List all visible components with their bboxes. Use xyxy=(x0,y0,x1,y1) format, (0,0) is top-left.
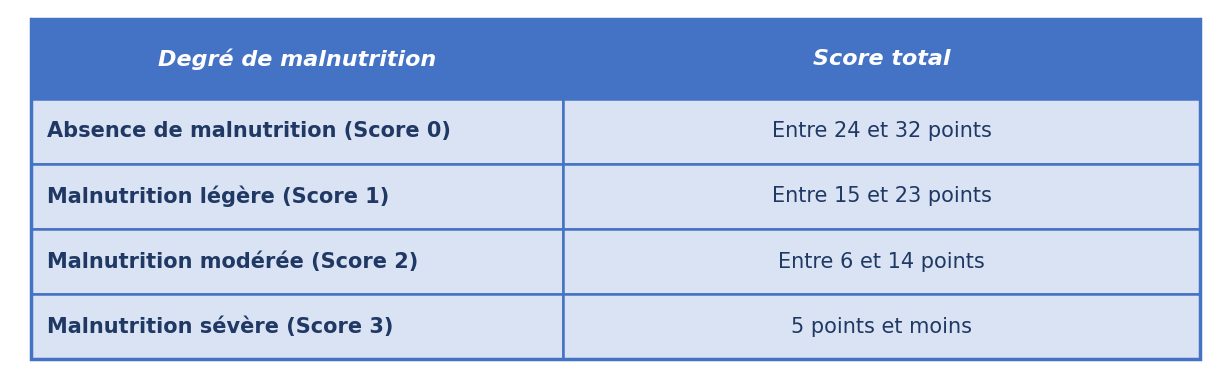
Text: Score total: Score total xyxy=(812,49,950,69)
Text: Malnutrition légère (Score 1): Malnutrition légère (Score 1) xyxy=(47,186,389,207)
Bar xyxy=(31,229,563,294)
Text: Entre 24 et 32 points: Entre 24 et 32 points xyxy=(772,121,991,141)
Text: Entre 15 et 23 points: Entre 15 et 23 points xyxy=(772,186,991,206)
Text: Absence de malnutrition (Score 0): Absence de malnutrition (Score 0) xyxy=(47,121,451,141)
Bar xyxy=(31,164,563,229)
Bar xyxy=(563,229,1200,294)
Bar xyxy=(563,99,1200,164)
Bar xyxy=(31,19,1200,359)
Bar xyxy=(31,99,563,164)
Bar xyxy=(31,19,563,99)
Bar xyxy=(563,164,1200,229)
Bar xyxy=(563,294,1200,359)
Text: Entre 6 et 14 points: Entre 6 et 14 points xyxy=(778,251,985,271)
Text: 5 points et moins: 5 points et moins xyxy=(792,316,972,336)
Bar xyxy=(31,294,563,359)
Bar xyxy=(563,19,1200,99)
Text: Malnutrition sévère (Score 3): Malnutrition sévère (Score 3) xyxy=(47,316,393,337)
Text: Malnutrition modérée (Score 2): Malnutrition modérée (Score 2) xyxy=(47,251,419,272)
Text: Degré de malnutrition: Degré de malnutrition xyxy=(158,48,436,70)
